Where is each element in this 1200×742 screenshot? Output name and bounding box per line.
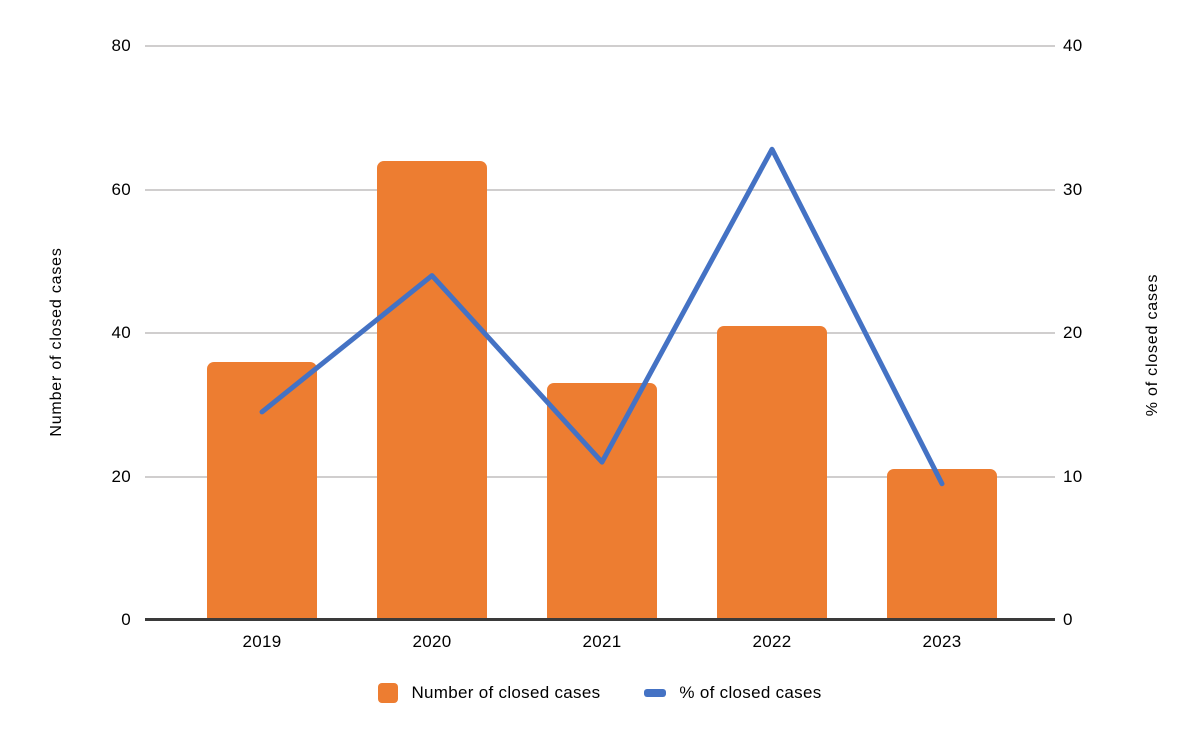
bar-2023	[887, 469, 997, 620]
legend-item-bars: Number of closed cases	[378, 683, 600, 703]
left-axis-tick-20: 20	[111, 466, 131, 486]
x-label-2023: 2023	[922, 632, 962, 651]
x-label-2020: 2020	[412, 632, 452, 651]
bar-2019	[207, 361, 317, 620]
line-series-swatch-icon	[644, 689, 667, 697]
right-axis-tick-0: 0	[1063, 610, 1073, 629]
x-axis-line	[145, 618, 1055, 621]
right-axis-tick-20: 20	[1063, 323, 1083, 342]
right-axis-tick-40: 40	[1063, 36, 1083, 55]
bar-2022	[717, 325, 827, 620]
legend-label-bars: Number of closed cases	[411, 683, 601, 702]
x-label-2021: 2021	[582, 632, 622, 651]
legend: Number of closed cases % of closed cases	[0, 678, 1200, 708]
left-axis-tick-0: 0	[121, 610, 131, 629]
left-axis-tick-80: 80	[111, 36, 131, 55]
right-axis-tick-30: 30	[1063, 179, 1083, 199]
gridline-40	[145, 332, 1055, 334]
left-axis-tick-40: 40	[111, 323, 131, 342]
bar-2020	[377, 160, 487, 620]
right-axis-tick-10: 10	[1063, 466, 1083, 486]
x-label-2019: 2019	[242, 632, 282, 651]
gridline-60	[145, 188, 1055, 191]
legend-item-line: % of closed cases	[644, 683, 821, 703]
legend-label-line: % of closed cases	[679, 683, 822, 702]
left-axis-tick-60: 60	[111, 179, 131, 199]
gridline-80	[145, 45, 1055, 47]
percentage-line	[259, 146, 945, 487]
bar-series-swatch-icon	[378, 683, 399, 703]
x-label-2022: 2022	[752, 632, 792, 651]
